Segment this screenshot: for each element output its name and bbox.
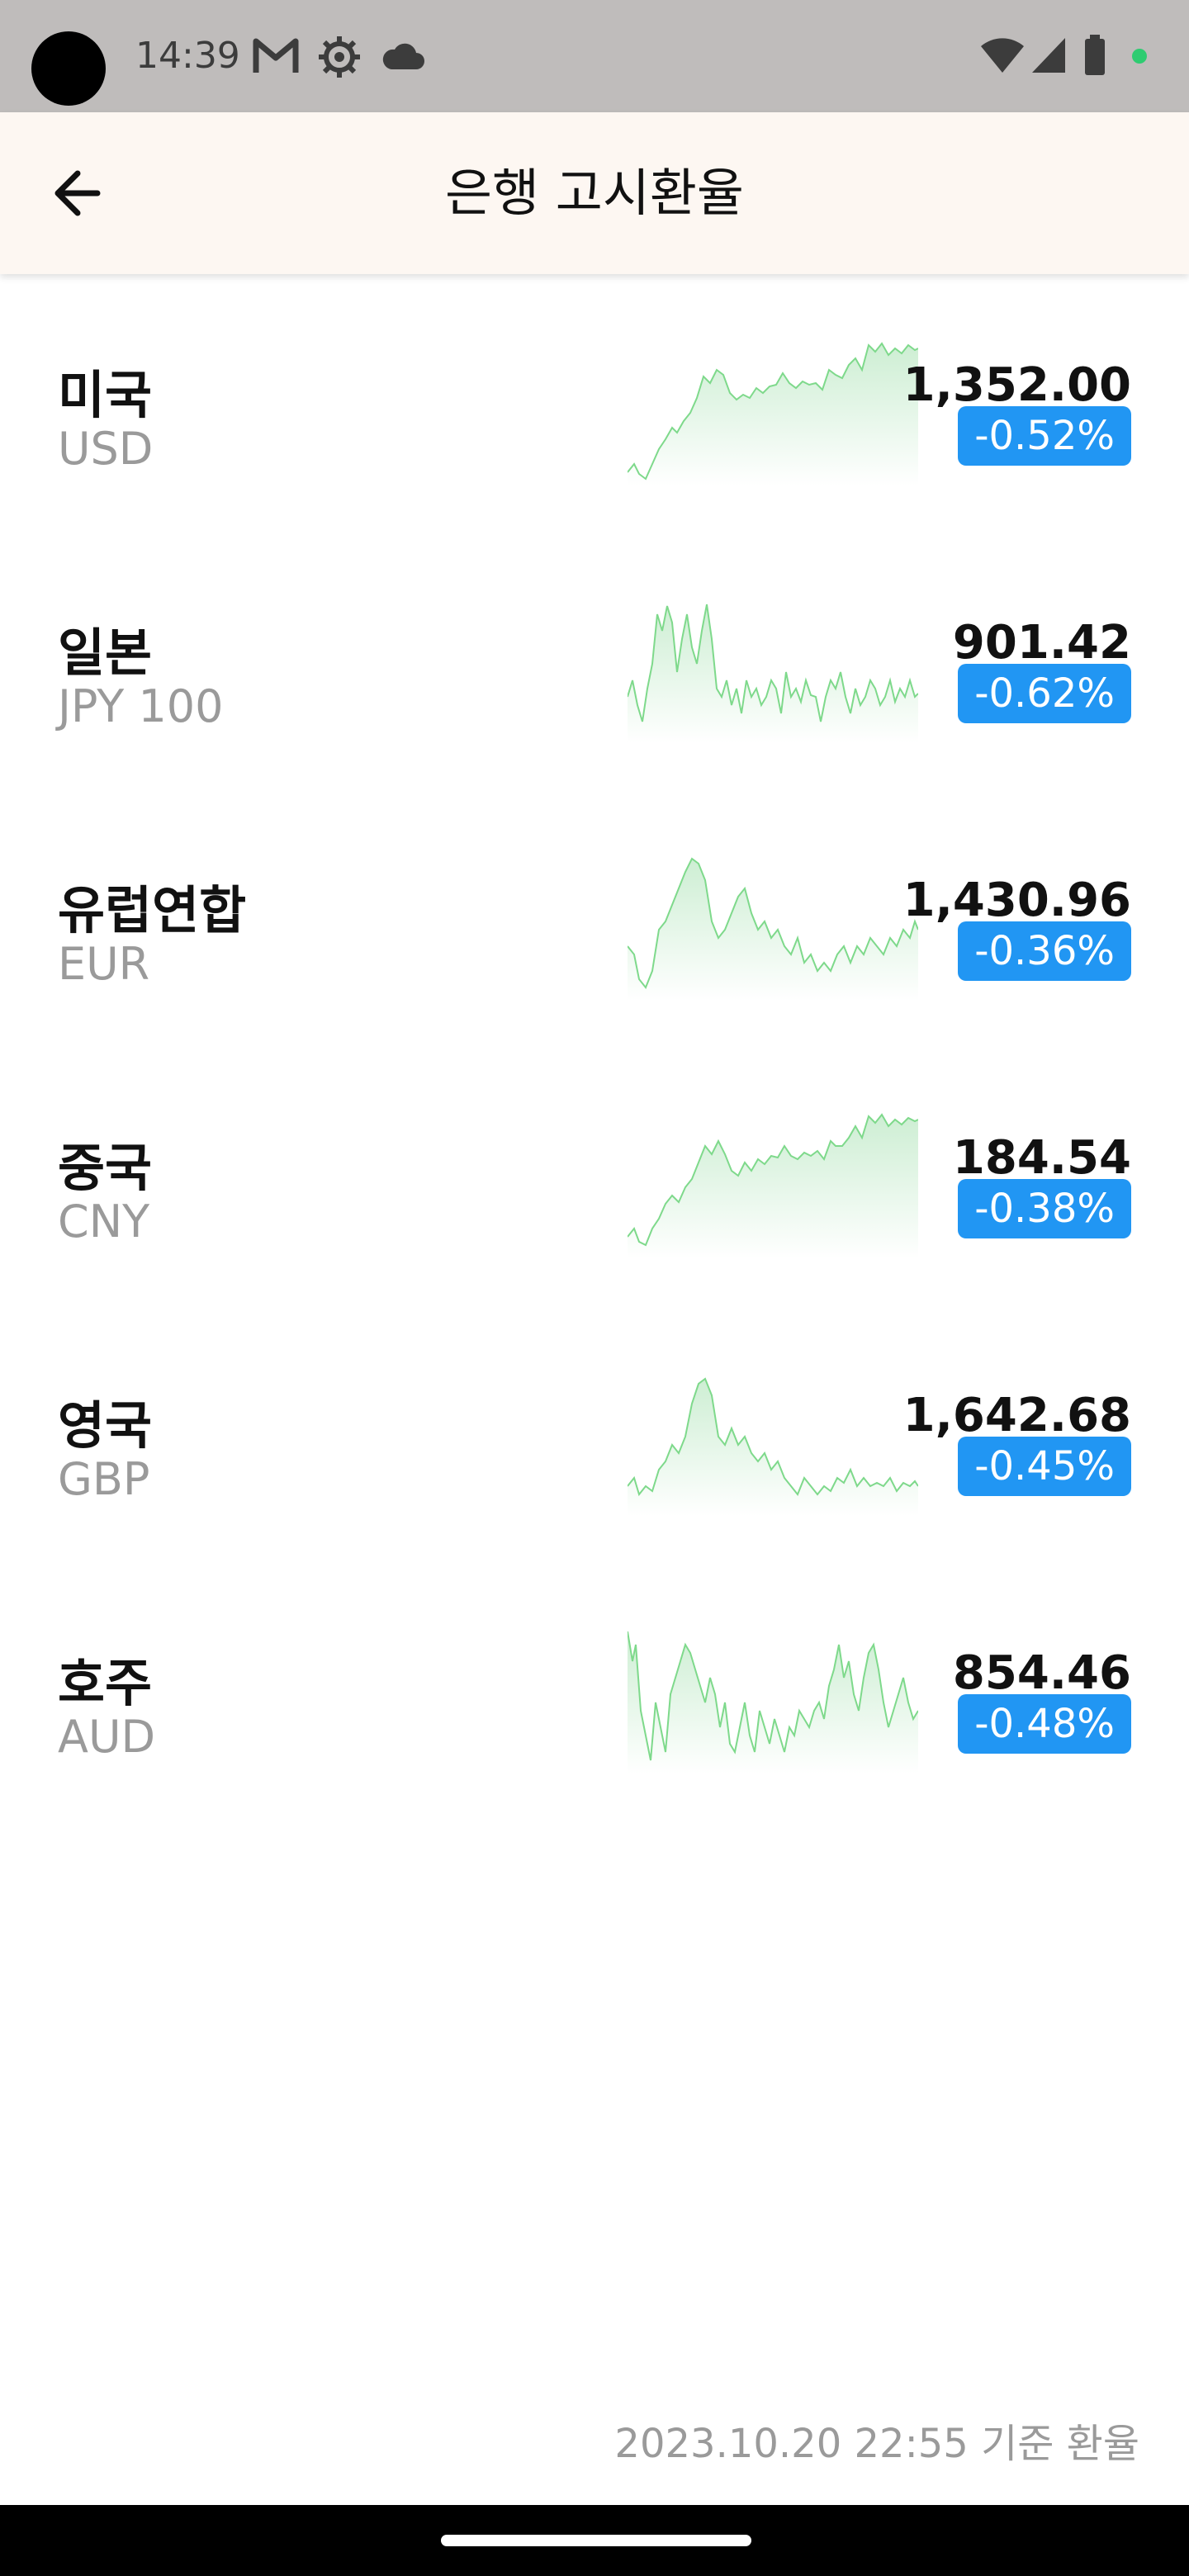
rate-value: 184.54 [952,1131,1131,1185]
wifi-icon [979,36,1026,74]
arrow-left-icon [54,170,101,216]
sparkline-chart [628,1371,918,1516]
app-bar: 은행 고시환율 [0,112,1189,274]
sparkline-chart [628,855,918,1001]
sparkline-chart [628,340,918,485]
country-name: 중국 [58,1138,153,1198]
currency-code: USD [58,423,154,475]
country-name: 일본 [58,623,153,683]
system-nav-bar [0,2505,1189,2576]
country-name: 미국 [58,365,153,425]
status-time: 14:39 [135,35,240,77]
change-badge: -0.45% [958,1437,1131,1496]
rate-row-gbp[interactable]: 영국 GBP 1,642.68 -0.45% [0,1371,1189,1618]
currency-code: CNY [58,1196,150,1248]
status-bar: 14:39 [0,0,1189,112]
currency-code: AUD [58,1711,156,1763]
sparkline-chart [628,1628,918,1773]
rate-value: 854.46 [952,1646,1131,1700]
rate-value: 1,642.68 [902,1389,1131,1442]
rate-row-eur[interactable]: 유럽연합 EUR 1,430.96 -0.36% [0,855,1189,1103]
rate-value: 901.42 [952,616,1131,670]
country-name: 영국 [58,1395,153,1456]
change-badge: -0.52% [958,406,1131,466]
notification-dot-icon [1131,48,1148,64]
country-name: 호주 [58,1653,153,1713]
change-badge: -0.48% [958,1694,1131,1754]
rate-value: 1,352.00 [902,358,1131,412]
rate-row-cny[interactable]: 중국 CNY 184.54 -0.38% [0,1113,1189,1361]
currency-code: JPY 100 [58,680,224,732]
change-badge: -0.62% [958,664,1131,723]
home-gesture-handle[interactable] [441,2535,751,2546]
signal-icon [1030,36,1067,74]
camera-cutout [31,31,106,106]
change-badge: -0.38% [958,1179,1131,1238]
rate-row-aud[interactable]: 호주 AUD 854.46 -0.48% [0,1628,1189,1876]
rate-timestamp: 2023.10.20 22:55 기준 환율 [614,2421,1139,2467]
gmail-icon [253,36,299,76]
rate-row-jpy[interactable]: 일본 JPY 100 901.42 -0.62% [0,598,1189,845]
currency-code: GBP [58,1453,150,1505]
sparkline-chart [628,598,918,743]
settings-gear-icon [317,35,362,79]
sparkline-chart [628,1113,918,1258]
country-name: 유럽연합 [58,880,247,940]
battery-icon [1083,35,1106,76]
change-badge: -0.36% [958,921,1131,981]
currency-code: EUR [58,938,150,990]
page-title: 은행 고시환율 [445,163,744,223]
rate-value: 1,430.96 [902,874,1131,927]
cloud-icon [380,41,426,71]
rate-row-usd[interactable]: 미국 USD 1,352.00 -0.52% [0,340,1189,588]
back-button[interactable] [46,160,112,226]
